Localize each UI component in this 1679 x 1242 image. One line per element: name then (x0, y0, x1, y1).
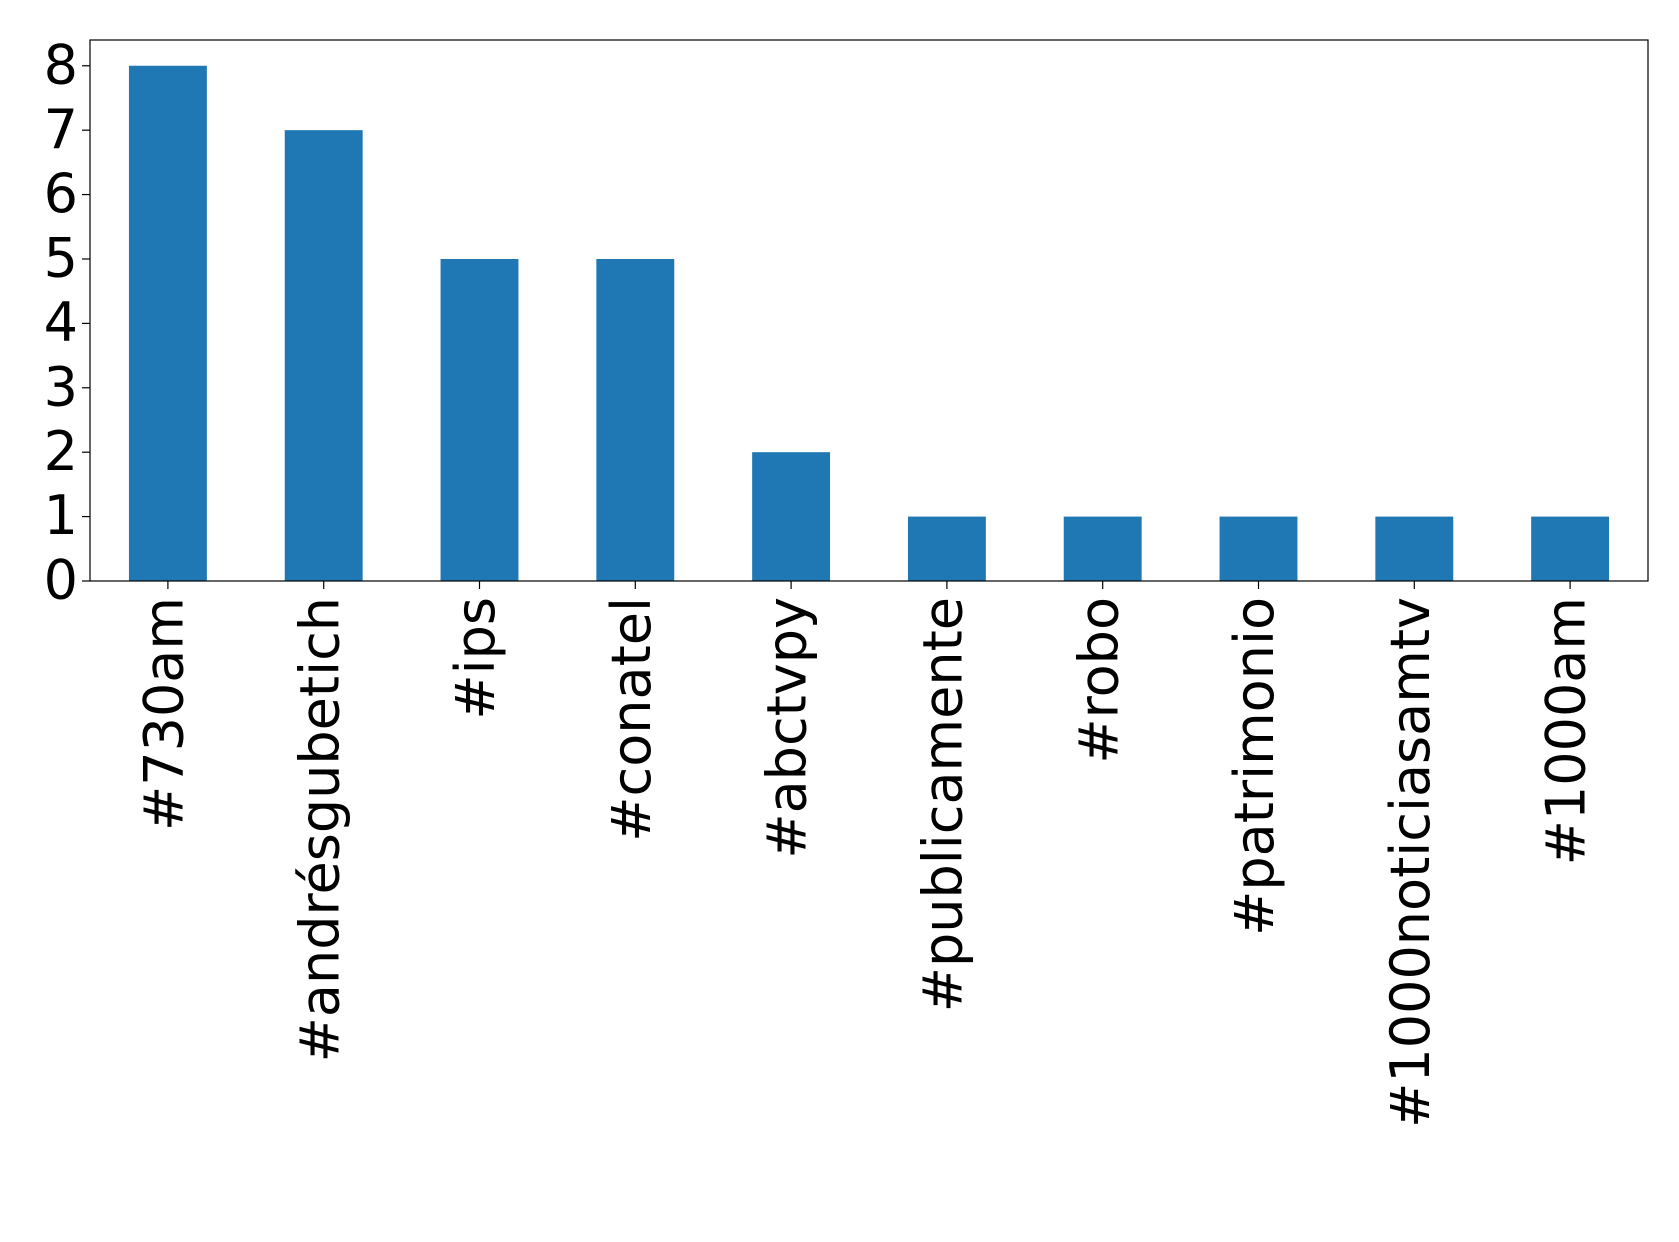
bar (440, 258, 519, 581)
bar (284, 130, 363, 581)
x-tick-label: #patrimonio (1223, 597, 1286, 936)
y-tick-label: 5 (44, 227, 78, 290)
bar (596, 258, 675, 581)
x-tick-label: #conatel (600, 597, 663, 842)
x-tick-label: #1000noticiasamtv (1379, 597, 1442, 1128)
y-tick-label: 6 (44, 162, 78, 225)
x-tick-label: #publicamente (912, 597, 975, 1012)
bar (1219, 516, 1298, 581)
bar (752, 452, 831, 581)
y-tick-label: 8 (44, 33, 78, 96)
y-tick-label: 1 (44, 484, 78, 547)
x-tick-label: #730am (133, 597, 196, 831)
bar (128, 65, 207, 581)
x-tick-label: #1000am (1535, 597, 1598, 865)
x-tick-label: #ips (444, 597, 507, 720)
y-tick-label: 0 (44, 549, 78, 612)
bar (907, 516, 986, 581)
y-tick-label: 4 (44, 291, 78, 354)
plot-frame (89, 39, 1649, 582)
bar (1063, 516, 1142, 581)
bar (1531, 516, 1610, 581)
x-tick-label: #andrésgubetich (288, 597, 351, 1062)
y-tick-label: 7 (44, 98, 78, 161)
y-tick-label: 3 (44, 355, 78, 418)
y-tick-label: 2 (44, 420, 78, 483)
x-tick-label: #robo (1067, 597, 1130, 764)
bar (1375, 516, 1454, 581)
x-tick-label: #abctvpy (756, 597, 819, 859)
